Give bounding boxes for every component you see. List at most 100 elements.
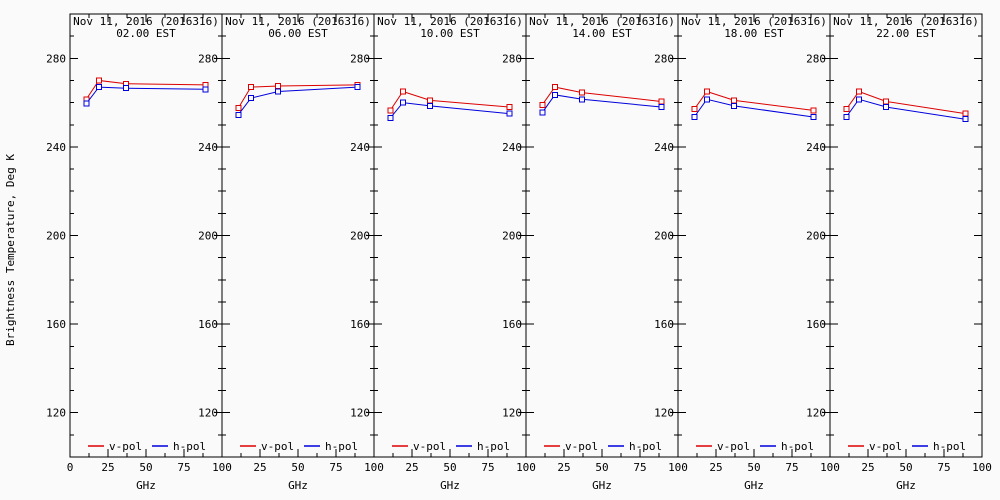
v-pol-marker	[427, 97, 434, 104]
panel-subtitle: 22.00 EST	[876, 27, 936, 40]
y-tick-label: 120	[502, 407, 522, 420]
x-tick-label: 100	[516, 461, 536, 474]
h-pol-marker	[247, 95, 254, 102]
y-tick-label: 240	[806, 141, 826, 154]
x-tick-label: 50	[291, 461, 304, 474]
v-pol-marker	[387, 107, 394, 114]
x-tick-label: 0	[67, 461, 74, 474]
legend-vpol-label: v-pol	[565, 440, 598, 453]
panel-1: 0 25 50 75 100 120 160 200 240 280 Nov 11, 2016 (2…	[46, 13, 232, 492]
x-tick-label: 75	[785, 461, 798, 474]
h-pol-marker	[551, 91, 558, 98]
h-pol-marker	[399, 99, 406, 106]
y-tick-label: 120	[350, 407, 370, 420]
x-tick-label: 100	[364, 461, 384, 474]
h-pol-marker	[539, 109, 546, 116]
x-tick-label: 50	[139, 461, 152, 474]
h-pol-marker	[855, 96, 862, 103]
y-tick-label: 120	[806, 407, 826, 420]
panel-subtitle: 06.00 EST	[268, 27, 328, 40]
y-tick-label: 120	[46, 407, 66, 420]
panel-title: Nov 11, 2016 (2016316)	[681, 15, 827, 28]
h-pol-line	[845, 98, 966, 120]
x-tick-label: 100	[972, 461, 992, 474]
v-pol-marker	[539, 101, 546, 108]
v-pol-marker	[855, 88, 862, 95]
y-tick-label: 240	[198, 141, 218, 154]
y-tick-label: 120	[654, 407, 674, 420]
x-tick-label: 25	[253, 461, 266, 474]
v-pol-marker	[399, 88, 406, 95]
v-pol-line	[237, 84, 358, 109]
h-pol-marker	[731, 102, 738, 109]
h-pol-marker	[810, 113, 817, 120]
x-tick-label: 100	[820, 461, 840, 474]
h-pol-line	[541, 94, 662, 113]
v-pol-marker	[731, 97, 738, 104]
legend-vpol-label: v-pol	[717, 440, 750, 453]
y-tick-label: 240	[350, 141, 370, 154]
h-pol-line	[693, 98, 814, 118]
y-tick-label: 280	[46, 52, 66, 65]
x-tick-label: 25	[405, 461, 418, 474]
v-pol-marker	[843, 106, 850, 113]
y-tick-label: 280	[806, 52, 826, 65]
panel-title: Nov 11, 2016 (2016316)	[529, 15, 675, 28]
y-tick-label: 160	[806, 318, 826, 331]
x-tick-label: 50	[595, 461, 608, 474]
x-tick-label: 50	[747, 461, 760, 474]
v-pol-marker	[883, 98, 890, 105]
v-pol-marker	[95, 77, 102, 84]
v-pol-line	[845, 90, 966, 115]
v-pol-line	[389, 90, 510, 111]
x-tick-label: 25	[557, 461, 570, 474]
y-tick-label: 160	[502, 318, 522, 331]
panel-subtitle: 02.00 EST	[116, 27, 176, 40]
y-tick-label: 200	[46, 230, 66, 243]
x-tick-label: 75	[481, 461, 494, 474]
x-axis-label: GHz	[288, 479, 308, 492]
h-pol-marker	[387, 115, 394, 122]
y-tick-label: 200	[654, 230, 674, 243]
y-axis-label: Brightness Temperature, Deg K	[4, 154, 17, 346]
panel-subtitle: 10.00 EST	[420, 27, 480, 40]
y-tick-label: 240	[502, 141, 522, 154]
legend-hpol-label: h-pol	[477, 440, 510, 453]
panel-6: 25 50 75 100 120 160 200 240 280 Nov 11, 2016 (20…	[806, 13, 992, 492]
v-pol-marker	[579, 89, 586, 96]
v-pol-marker	[247, 84, 254, 91]
x-tick-label: 75	[177, 461, 190, 474]
x-tick-label: 25	[101, 461, 114, 474]
h-pol-marker	[506, 110, 513, 117]
x-axis-label: GHz	[440, 479, 460, 492]
panel-title: Nov 11, 2016 (2016316)	[833, 15, 979, 28]
panel-subtitle: 14.00 EST	[572, 27, 632, 40]
legend-vpol-label: v-pol	[869, 440, 902, 453]
y-tick-label: 160	[46, 318, 66, 331]
h-pol-marker	[123, 85, 130, 92]
x-axis-label: GHz	[744, 479, 764, 492]
y-tick-label: 200	[350, 230, 370, 243]
y-tick-label: 280	[502, 52, 522, 65]
panel-title: Nov 11, 2016 (2016316)	[225, 15, 371, 28]
v-pol-line	[693, 90, 814, 111]
y-tick-label: 160	[654, 318, 674, 331]
y-tick-label: 280	[350, 52, 370, 65]
x-axis-label: GHz	[136, 479, 156, 492]
y-tick-label: 280	[654, 52, 674, 65]
v-pol-marker	[658, 98, 665, 105]
h-pol-marker	[354, 84, 361, 91]
legend-hpol-label: h-pol	[173, 440, 206, 453]
h-pol-line	[85, 86, 206, 105]
legend-vpol-label: v-pol	[109, 440, 142, 453]
v-pol-line	[85, 79, 206, 100]
v-pol-marker	[810, 107, 817, 114]
y-tick-label: 240	[654, 141, 674, 154]
v-pol-marker	[506, 104, 513, 111]
h-pol-marker	[235, 111, 242, 118]
y-tick-label: 120	[198, 407, 218, 420]
y-tick-label: 240	[46, 141, 66, 154]
y-tick-label: 160	[198, 318, 218, 331]
